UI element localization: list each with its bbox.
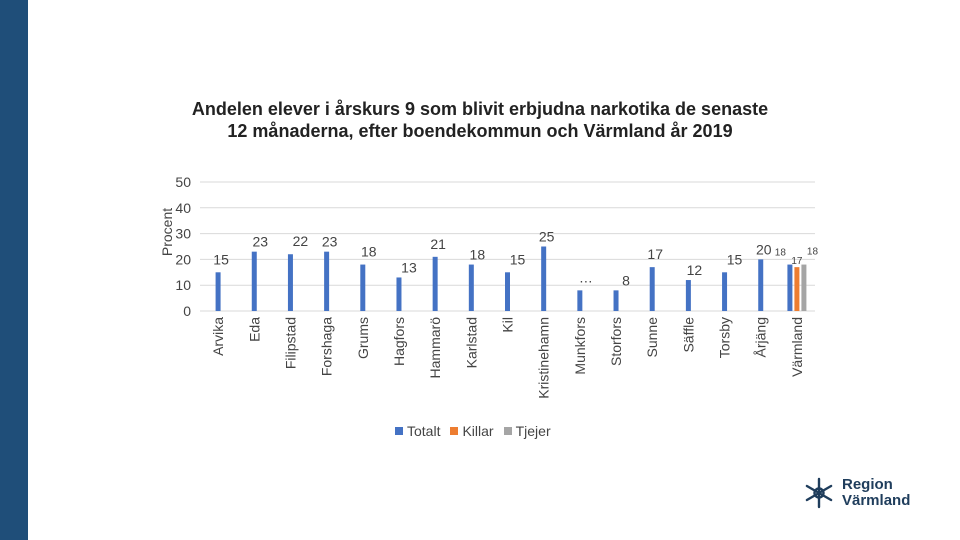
x-tick-label: Hammarö — [427, 317, 443, 379]
data-label-totalt: 21 — [430, 236, 446, 252]
data-label-totalt: 23 — [322, 234, 338, 250]
snowflake-icon — [805, 477, 833, 509]
y-tick-label: 0 — [183, 303, 191, 319]
data-label-totalt: 18 — [470, 247, 486, 263]
data-label-totalt: 15 — [510, 251, 526, 267]
data-label-tjejer: 18 — [807, 247, 819, 258]
logo-line-1: Region — [842, 476, 893, 493]
bar-totalt — [432, 256, 438, 311]
legend: Totalt Killar Tjejer — [395, 423, 551, 439]
x-tick-label: Filipstad — [282, 317, 298, 369]
data-label-totalt: 20 — [756, 241, 772, 257]
x-tick-label: Torsby — [717, 317, 733, 358]
bar-totalt — [685, 280, 691, 311]
bar-totalt — [505, 272, 510, 311]
y-tick-label: 20 — [175, 251, 191, 267]
x-tick-label: Årjäng — [753, 317, 769, 357]
x-tick-label: Säffle — [680, 317, 696, 353]
y-axis-label: Procent — [159, 208, 175, 256]
legend-item-tjejer: Tjejer — [503, 423, 551, 439]
legend-label-totalt: Totalt — [407, 423, 441, 439]
x-tick-label: Hagfors — [391, 317, 407, 366]
gridlines — [200, 181, 815, 312]
bar-totalt — [649, 267, 655, 311]
data-label-totalt: 8 — [622, 272, 630, 288]
x-tick-label: Karlstad — [463, 317, 479, 368]
bar-totalt — [787, 264, 793, 311]
legend-item-killar: Killar — [450, 423, 494, 439]
x-tick-label: Eda — [246, 317, 262, 342]
data-label-totalt: 17 — [647, 246, 663, 262]
x-tick-label: Storfors — [608, 317, 624, 366]
y-tick-label: 50 — [175, 174, 191, 190]
y-tick-label: 30 — [175, 226, 191, 242]
legend-swatch-killar — [450, 427, 459, 435]
bar-totalt — [324, 251, 330, 311]
bar-totalt — [577, 290, 583, 311]
bar-totalt — [758, 259, 764, 311]
data-label-totalt: 13 — [401, 259, 417, 275]
x-tick-label: Forshaga — [319, 317, 335, 376]
y-tick-label: 10 — [175, 277, 191, 293]
logo-text: Region Värmland — [842, 477, 910, 509]
x-tick-label: Sunne — [644, 317, 660, 358]
region-varmland-logo: Region Värmland — [802, 476, 910, 510]
legend-swatch-tjejer — [503, 427, 512, 435]
bar-killar — [794, 267, 800, 311]
legend-label-tjejer: Tjejer — [515, 423, 551, 439]
x-tick-label: Kil — [500, 317, 516, 333]
x-tick-label: Kristinehamn — [536, 317, 552, 399]
bar-totalt — [613, 290, 619, 311]
bar-totalt — [215, 272, 221, 311]
logo-line-2: Värmland — [842, 492, 911, 509]
bar-totalt — [360, 264, 366, 311]
x-tick-label: Värmland — [789, 317, 805, 377]
data-label-totalt: 23 — [252, 234, 268, 250]
bar-totalt — [468, 264, 474, 311]
bars — [215, 246, 807, 311]
side-accent-bar — [0, 0, 28, 540]
bar-totalt — [722, 272, 728, 311]
x-axis-ticks: Arvika Eda Filipstad Forshaga Grums Hagfors Ha… — [210, 317, 805, 399]
data-label-totalt: 18 — [775, 248, 787, 259]
legend-label-killar: Killar — [462, 423, 494, 439]
x-tick-label: Munkfors — [572, 317, 588, 375]
data-label-totalt: 15 — [727, 251, 743, 267]
y-tick-label: 40 — [175, 200, 191, 216]
chart-title: Andelen elever i årskurs 9 som blivit er… — [191, 99, 769, 141]
bar-totalt — [251, 251, 257, 311]
x-tick-label: Arvika — [210, 317, 226, 356]
y-axis-ticks: 0 10 20 30 40 50 — [175, 174, 191, 319]
data-label-totalt: 25 — [539, 229, 555, 245]
legend-item-totalt: Totalt — [395, 423, 440, 439]
bar-tjejer — [801, 264, 807, 311]
data-label-totalt: 18 — [361, 244, 377, 260]
x-tick-label: Grums — [355, 317, 371, 359]
bar-totalt — [541, 246, 547, 311]
bar-totalt — [396, 277, 402, 311]
data-label-totalt: 15 — [213, 251, 229, 267]
legend-swatch-totalt — [395, 427, 403, 435]
bar-totalt — [287, 254, 293, 311]
data-label-killar: 17 — [791, 256, 803, 267]
data-label-totalt: 22 — [293, 233, 309, 249]
data-label-totalt: … — [579, 269, 593, 285]
data-label-totalt: 12 — [687, 262, 703, 278]
